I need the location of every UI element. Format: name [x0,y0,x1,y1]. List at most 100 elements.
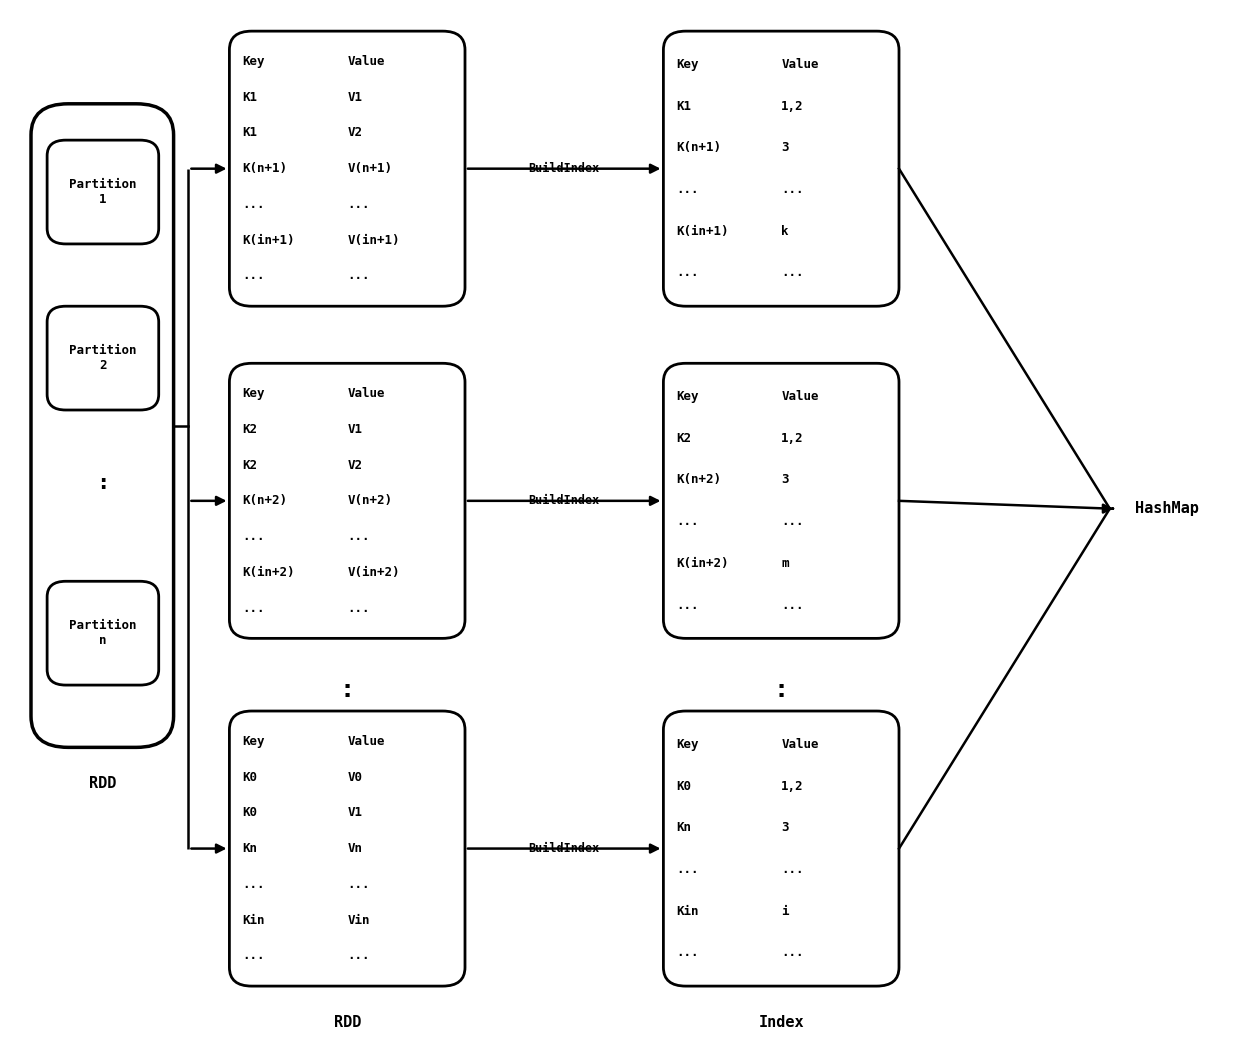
Text: Kn: Kn [676,821,691,835]
Text: RDD: RDD [334,1015,361,1030]
Text: ...: ... [347,878,370,891]
Text: Value: Value [347,55,384,67]
Text: K1: K1 [676,100,691,113]
Text: Kin: Kin [242,913,264,927]
Text: RDD: RDD [89,776,117,791]
FancyBboxPatch shape [663,711,899,986]
Text: ...: ... [347,602,370,614]
Text: K(n+1): K(n+1) [676,141,720,155]
Text: Key: Key [242,387,264,400]
FancyBboxPatch shape [663,31,899,306]
Text: K0: K0 [676,780,691,793]
Text: Kn: Kn [242,842,257,855]
Text: Key: Key [676,390,698,403]
Text: ...: ... [781,183,804,196]
Text: Index: Index [759,1015,804,1030]
Text: K(n+1): K(n+1) [242,162,286,175]
Text: V0: V0 [347,770,362,784]
Text: ...: ... [781,947,804,959]
Text: K2: K2 [676,432,691,445]
Text: i: i [781,904,789,918]
FancyBboxPatch shape [31,104,174,747]
Text: ...: ... [242,878,264,891]
Text: K0: K0 [242,770,257,784]
Text: V1: V1 [347,422,362,436]
Text: HashMap: HashMap [1135,501,1199,516]
Text: 3: 3 [781,821,789,835]
FancyBboxPatch shape [47,306,159,410]
Text: 1,2: 1,2 [781,780,804,793]
FancyBboxPatch shape [229,363,465,638]
Text: K(n+2): K(n+2) [242,494,286,508]
Text: BuildIndex: BuildIndex [528,842,600,854]
Text: Key: Key [242,735,264,747]
Text: ...: ... [676,947,698,959]
Text: Key: Key [676,738,698,750]
Text: Value: Value [347,735,384,747]
Text: ...: ... [347,198,370,211]
Text: V2: V2 [347,127,362,139]
Text: Partition
n: Partition n [69,620,136,647]
Text: 1,2: 1,2 [781,100,804,113]
Text: ...: ... [676,183,698,196]
Text: ...: ... [781,599,804,611]
Text: ...: ... [347,950,370,962]
Text: K2: K2 [242,422,257,436]
Text: K0: K0 [242,807,257,819]
Text: V1: V1 [347,807,362,819]
Text: V(n+1): V(n+1) [347,162,392,175]
Text: ...: ... [242,198,264,211]
Text: Vn: Vn [347,842,362,855]
Text: K(in+1): K(in+1) [242,234,294,247]
Text: m: m [781,556,789,570]
Text: ...: ... [781,515,804,528]
Text: K(in+1): K(in+1) [676,224,728,238]
Text: ...: ... [676,599,698,611]
Text: V(n+2): V(n+2) [347,494,392,508]
Text: K2: K2 [242,459,257,471]
Text: K(in+2): K(in+2) [676,556,728,570]
Text: :: : [97,472,109,493]
FancyBboxPatch shape [229,31,465,306]
Text: ...: ... [347,270,370,282]
Text: :: : [340,678,355,703]
Text: 3: 3 [781,141,789,155]
Text: ...: ... [242,530,264,543]
FancyBboxPatch shape [47,140,159,244]
Text: ...: ... [676,515,698,528]
Text: ...: ... [781,267,804,279]
Text: ...: ... [242,270,264,282]
Text: k: k [781,224,789,238]
Text: 1,2: 1,2 [781,432,804,445]
Text: Key: Key [676,58,698,71]
Text: ...: ... [676,267,698,279]
Text: V(in+1): V(in+1) [347,234,399,247]
Text: BuildIndex: BuildIndex [528,494,600,507]
Text: ...: ... [347,530,370,543]
Text: V2: V2 [347,459,362,471]
Text: K1: K1 [242,127,257,139]
Text: K1: K1 [242,90,257,104]
Text: ...: ... [676,863,698,876]
Text: Kin: Kin [676,904,698,918]
Text: Value: Value [781,738,818,750]
Text: BuildIndex: BuildIndex [528,162,600,174]
Text: ...: ... [781,863,804,876]
Text: Vin: Vin [347,913,370,927]
Text: Key: Key [242,55,264,67]
Text: Partition
2: Partition 2 [69,345,136,372]
FancyBboxPatch shape [229,711,465,986]
Text: :: : [774,678,789,703]
Text: Value: Value [347,387,384,400]
Text: 3: 3 [781,473,789,487]
Text: ...: ... [242,950,264,962]
Text: K(in+2): K(in+2) [242,566,294,579]
Text: Value: Value [781,390,818,403]
Text: V1: V1 [347,90,362,104]
Text: K(n+2): K(n+2) [676,473,720,487]
FancyBboxPatch shape [47,581,159,685]
Text: ...: ... [242,602,264,614]
Text: Partition
1: Partition 1 [69,179,136,206]
Text: Value: Value [781,58,818,71]
FancyBboxPatch shape [663,363,899,638]
